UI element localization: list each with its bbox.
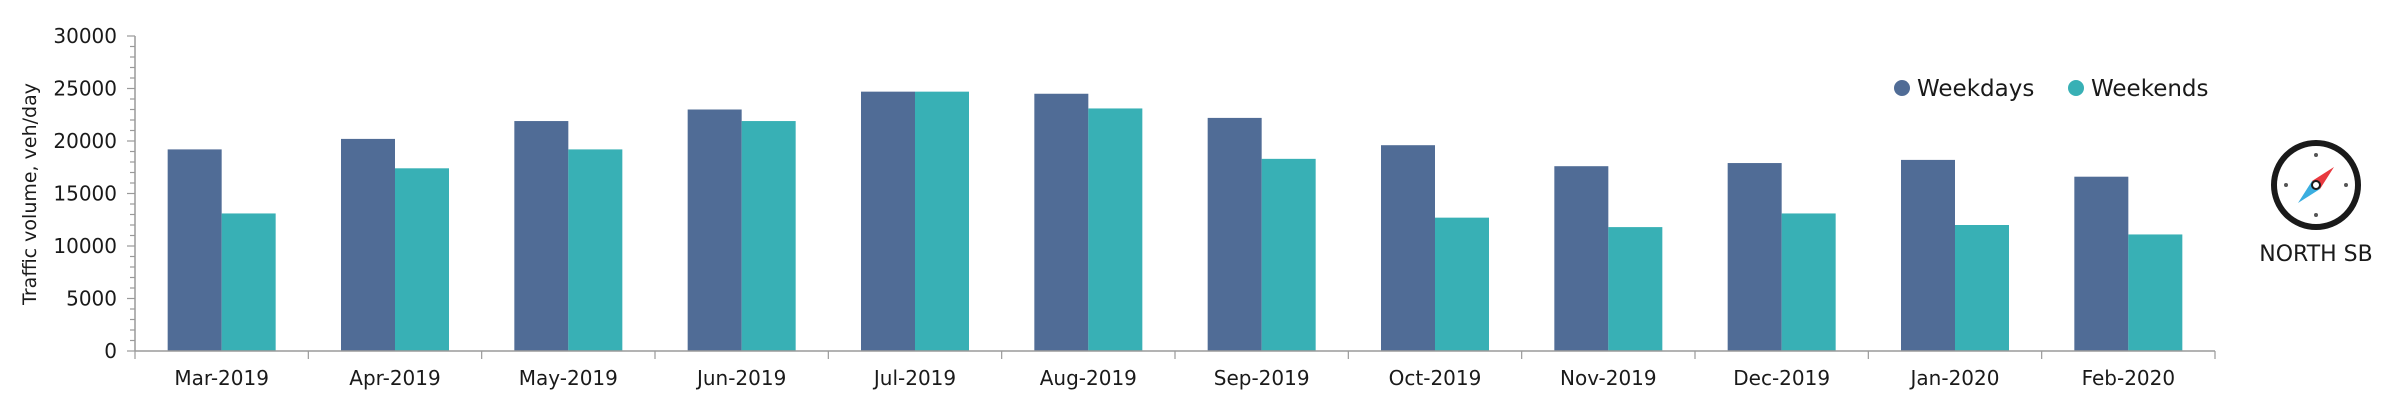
bar-weekends-jun-2019 xyxy=(741,121,796,351)
bar-weekends-dec-2019 xyxy=(1781,213,1836,351)
bar-weekends-jan-2020 xyxy=(1955,225,2009,351)
x-tick-label: Jul-2019 xyxy=(872,366,956,390)
bar-weekends-apr-2019 xyxy=(395,168,449,351)
bar-weekends-feb-2020 xyxy=(2128,234,2183,351)
chart-legend: Weekdays Weekends xyxy=(1894,76,2209,102)
y-tick-label: 25000 xyxy=(53,77,117,101)
x-tick-label: Jun-2019 xyxy=(695,366,786,390)
x-tick-label: Mar-2019 xyxy=(174,366,269,390)
bar-weekends-oct-2019 xyxy=(1435,217,1489,351)
y-tick-label: 15000 xyxy=(53,182,117,206)
bar-weekends-jul-2019 xyxy=(915,91,969,352)
bar-weekdays-sep-2019 xyxy=(1207,117,1262,352)
legend-marker-weekdays xyxy=(1894,80,1910,96)
direction-badge: NORTH SB xyxy=(2259,140,2373,267)
bar-weekdays-nov-2019 xyxy=(1554,166,1609,351)
x-tick-label: Sep-2019 xyxy=(1214,366,1310,390)
bar-weekends-mar-2019 xyxy=(221,213,276,351)
x-tick-label: Apr-2019 xyxy=(349,366,440,390)
x-tick-label: Feb-2020 xyxy=(2082,366,2176,390)
x-tick-label: Oct-2019 xyxy=(1389,366,1482,390)
direction-label: NORTH SB xyxy=(2259,242,2373,267)
bar-weekdays-apr-2019 xyxy=(341,138,395,351)
axes-layer: 0 5000 10000 15000 20000 25000 30000 Mar-2019 Ap… xyxy=(53,24,2216,390)
legend-label-weekdays: Weekdays xyxy=(1917,76,2034,102)
y-axis-title: Traffic volume, veh/day xyxy=(19,83,41,306)
y-tick-label: 30000 xyxy=(53,24,117,48)
bar-weekdays-jan-2020 xyxy=(1901,159,1955,351)
y-tick-label: 20000 xyxy=(53,129,117,153)
x-tick-label: Dec-2019 xyxy=(1733,366,1830,390)
bars-layer xyxy=(167,91,2183,352)
x-tick-label: May-2019 xyxy=(519,366,618,390)
bar-weekends-may-2019 xyxy=(568,149,623,351)
bar-weekdays-may-2019 xyxy=(514,121,569,351)
bar-weekends-sep-2019 xyxy=(1261,158,1316,351)
y-tick-label: 5000 xyxy=(66,287,117,311)
bar-weekdays-mar-2019 xyxy=(167,149,222,351)
bar-weekdays-jul-2019 xyxy=(861,91,915,352)
y-tick-label: 10000 xyxy=(53,234,117,258)
bar-weekdays-oct-2019 xyxy=(1381,145,1435,351)
x-tick-label: Nov-2019 xyxy=(1560,366,1657,390)
legend-label-weekends: Weekends xyxy=(2091,76,2209,102)
compass-icon xyxy=(2271,140,2361,230)
x-tick-label: Jan-2020 xyxy=(1909,366,2000,390)
y-tick-label: 0 xyxy=(104,339,117,363)
bar-weekdays-aug-2019 xyxy=(1034,93,1089,351)
bar-weekdays-feb-2020 xyxy=(2074,176,2129,351)
bar-weekends-aug-2019 xyxy=(1088,108,1143,351)
x-tick-label: Aug-2019 xyxy=(1040,366,1137,390)
bar-weekdays-jun-2019 xyxy=(687,109,742,351)
bar-weekends-nov-2019 xyxy=(1608,227,1663,351)
legend-marker-weekends xyxy=(2068,80,2084,96)
bar-weekdays-dec-2019 xyxy=(1727,163,1782,351)
